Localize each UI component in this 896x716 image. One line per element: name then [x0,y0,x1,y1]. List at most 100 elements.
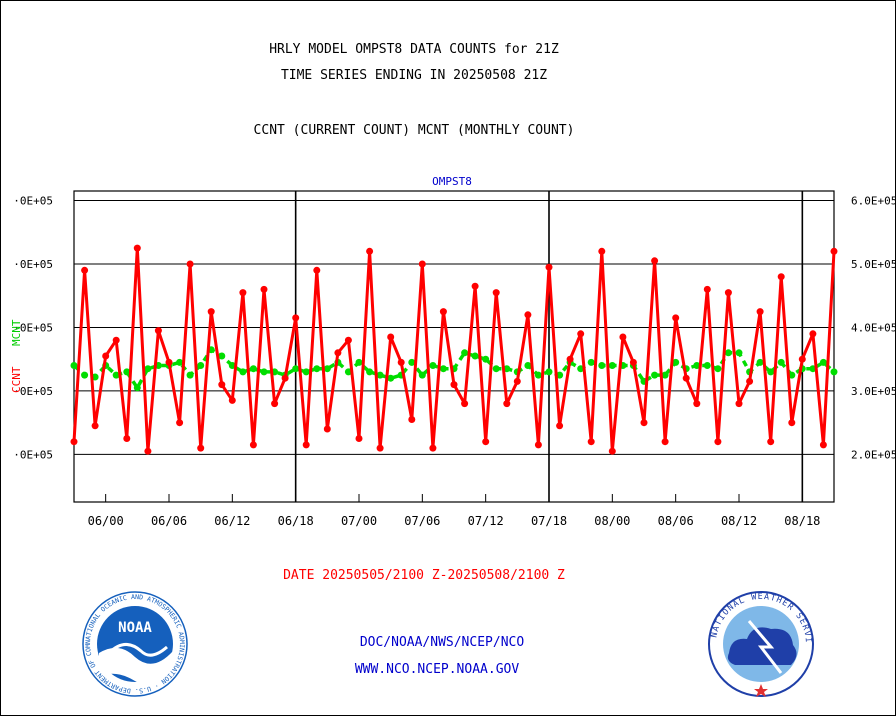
data-point-mcnt [714,365,722,373]
data-point-ccnt [819,441,827,449]
y-tick-label-right: 6.0E+05 [851,195,896,208]
data-point-ccnt [767,438,775,446]
data-point-mcnt [355,358,363,366]
data-point-mcnt [249,365,257,373]
x-tick-label: 06/00 [88,514,124,528]
data-point-ccnt [176,419,184,427]
y-tick-label-left: ·0E+05 [13,321,53,334]
data-point-mcnt [661,371,669,379]
data-point-ccnt [450,381,458,389]
data-point-mcnt [693,362,701,369]
x-tick-label: 08/00 [594,514,630,528]
x-tick-label: 08/06 [658,514,694,528]
data-point-ccnt [302,441,310,449]
data-point-mcnt [292,365,300,373]
data-point-mcnt [81,371,89,379]
data-point-mcnt [260,368,268,376]
y-tick-label-right: 2.0E+05 [851,448,896,461]
data-point-mcnt [492,365,500,373]
data-point-ccnt [651,257,659,265]
data-point-ccnt [366,247,374,255]
data-point-ccnt [788,419,796,427]
data-point-ccnt [587,438,595,446]
x-tick-label: 06/06 [151,514,187,528]
x-tick-label: 06/12 [214,514,250,528]
y-axis-label-ccnt: CCNT [10,366,23,393]
data-point-ccnt [629,358,637,366]
y-axis-ticks: ·0E+05 6.0E+05 ·0E+05 5.0E+05 ·0E+05 4.0E+05 ·… [13,195,896,462]
data-point-ccnt [693,400,701,408]
data-point-ccnt [577,330,585,338]
data-point-ccnt [703,285,711,293]
data-point-mcnt [186,371,194,379]
data-point-mcnt [313,365,321,373]
x-tick-label: 06/18 [278,514,314,528]
data-point-ccnt [429,444,437,452]
data-point-mcnt [408,358,416,366]
x-tick-label: 07/00 [341,514,377,528]
data-point-ccnt [112,336,120,344]
data-point-ccnt [672,314,680,322]
data-point-ccnt [397,358,405,366]
grid-lines [74,200,834,455]
data-point-mcnt [545,368,553,376]
data-point-ccnt [830,247,838,255]
data-point-mcnt [471,352,479,360]
data-point-mcnt [608,362,616,369]
data-point-mcnt [524,362,532,369]
data-point-mcnt [133,384,141,392]
data-point-mcnt [197,362,205,369]
y-tick-label-right: 3.0E+05 [851,385,896,398]
data-point-mcnt [672,358,680,366]
data-point-ccnt [154,327,162,335]
data-point-ccnt [777,273,785,281]
data-point-ccnt [218,381,226,389]
data-point-ccnt [197,444,205,452]
data-point-mcnt [239,368,247,376]
data-point-ccnt [239,289,247,297]
data-point-mcnt [724,349,732,357]
data-point-ccnt [756,308,764,316]
data-point-ccnt [735,400,743,408]
data-point-mcnt [366,368,374,376]
data-point-mcnt [112,371,120,379]
chart-title-line-2: TIME SERIES ENDING IN 20250508 21Z [281,68,547,83]
series-layer [70,244,838,455]
data-point-ccnt [207,308,215,316]
data-point-ccnt [387,333,395,341]
data-point-ccnt [714,438,722,446]
y-tick-label-right: 4.0E+05 [851,321,896,334]
data-point-ccnt [524,311,532,319]
data-point-ccnt [513,377,521,385]
data-point-mcnt [387,374,395,382]
y-tick-label-left: ·0E+05 [13,385,53,398]
y-tick-label-right: 5.0E+05 [851,258,896,271]
data-point-ccnt [471,282,479,290]
x-tick-label: 08/12 [721,514,757,528]
data-point-ccnt [144,447,152,455]
y-axis-label-mcnt: MCNT [10,319,23,346]
data-point-ccnt [281,374,289,382]
data-point-mcnt [819,358,827,366]
data-point-ccnt [439,308,447,316]
data-point-ccnt [682,374,690,382]
data-point-ccnt [503,400,511,408]
data-point-mcnt [598,362,606,369]
x-tick-label: 07/06 [404,514,440,528]
plot-area [73,190,835,503]
data-point-ccnt [809,330,817,338]
data-point-ccnt [228,396,236,404]
data-point-mcnt [429,362,437,369]
data-point-ccnt [661,438,669,446]
data-point-ccnt [746,377,754,385]
data-point-ccnt [640,419,648,427]
data-point-ccnt [292,314,300,322]
data-point-mcnt [218,352,226,360]
data-point-ccnt [165,358,173,366]
data-point-mcnt [767,368,775,376]
data-point-ccnt [102,352,110,360]
data-point-ccnt [798,355,806,363]
y-tick-label-left: ·0E+05 [13,258,53,271]
data-point-ccnt [81,266,89,274]
